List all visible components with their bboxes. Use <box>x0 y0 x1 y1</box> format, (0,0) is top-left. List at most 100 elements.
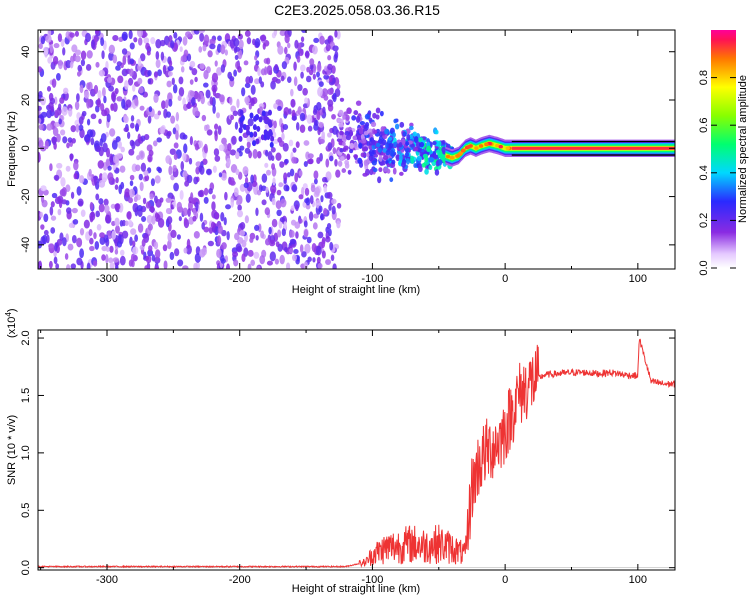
spectrogram-noise-cell <box>140 135 146 142</box>
spectrogram-noise-cell <box>310 184 316 193</box>
spectrogram-noise-cell <box>142 197 147 205</box>
spectrogram-noise-cell <box>267 109 272 116</box>
spectrogram-noise-cell <box>115 264 119 269</box>
spectrogram-noise-cell <box>317 263 323 269</box>
spectrogram-noise-cell <box>126 210 132 220</box>
spectrogram-noise-cell <box>246 136 253 143</box>
spectrogram-noise-cell <box>308 69 314 76</box>
spectrogram-noise-cell <box>323 95 329 101</box>
spectrogram-noise-cell <box>70 263 77 269</box>
spectrogram-noise-cell <box>300 36 305 43</box>
spectrogram-noise-cell <box>327 132 332 138</box>
spectrogram-noise-cell <box>86 262 91 269</box>
spectrogram-noise-cell <box>150 205 155 214</box>
spectrogram-signal-cell <box>419 151 424 158</box>
spectrogram-noise-cell <box>74 55 81 63</box>
snr-scale-prefix: (x10 <box>6 317 18 338</box>
spectrogram-signal-cell <box>345 114 350 121</box>
spectrogram-noise-cell <box>153 93 159 103</box>
spectrogram-noise-cell <box>312 257 316 263</box>
spectrogram-noise-cell <box>214 131 218 142</box>
spectrogram-noise-cell <box>137 37 143 46</box>
spectrogram-noise-cell <box>40 224 45 230</box>
spectrogram-signal-cell <box>416 155 422 161</box>
spectrogram-noise-cell <box>261 199 267 206</box>
spectrogram-noise-cell <box>153 71 159 78</box>
spectrogram-noise-cell <box>325 259 332 265</box>
spectrogram-signal-cell <box>342 134 348 141</box>
spectrogram-noise-cell <box>227 143 232 152</box>
spectrogram-signal-cell <box>355 100 362 106</box>
spectrogram-noise-cell <box>211 72 219 83</box>
spectrogram-signal-cell <box>338 109 344 117</box>
spectrogram-noise-cell <box>202 158 208 165</box>
spectrogram-noise-cell <box>256 190 262 196</box>
spectrogram-noise-cell <box>318 121 324 128</box>
spectrogram-noise-cell <box>56 72 61 81</box>
spectrogram-noise-cell <box>248 103 252 110</box>
spectrogram-noise-cell <box>108 85 114 92</box>
spectrogram-noise-cell <box>326 191 333 199</box>
spectrogram-noise-cell <box>94 240 100 250</box>
spectrogram-noise-cell <box>271 197 276 206</box>
spectrogram-noise-cell <box>307 153 314 159</box>
spectrogram-noise-cell <box>202 44 207 52</box>
spectrogram-noise-cell <box>134 123 140 132</box>
spectrogram-noise-cell <box>277 45 284 55</box>
spectrogram-noise-cell <box>317 231 324 239</box>
spectrogram-noise-cell <box>252 149 258 159</box>
spectrogram-noise-cell <box>169 251 175 261</box>
spectrogram-noise-cell <box>265 186 269 193</box>
spectrogram-noise-cell <box>311 242 317 253</box>
spectrogram-noise-cell <box>312 109 318 116</box>
spectrogram-noise-cell <box>216 67 223 76</box>
spectrogram-noise-cell <box>98 118 102 124</box>
spectrogram-signal-cell <box>363 131 369 136</box>
spectrogram-noise-cell <box>79 248 84 259</box>
spectrogram-noise-cell <box>324 39 330 45</box>
spectrogram-signal-cell <box>356 133 362 141</box>
spectrogram-signal-cell <box>342 141 346 147</box>
spectrogram-noise-cell <box>66 142 70 149</box>
spectrogram-noise-cell <box>275 99 282 105</box>
spectrogram-noise-cell <box>253 251 260 259</box>
spectrogram-noise-cell <box>250 174 254 184</box>
spectrogram-signal-cell <box>349 142 355 149</box>
spectrogram-noise-cell <box>263 115 268 122</box>
spectrogram-noise-cell <box>236 209 244 218</box>
spectrogram-noise-cell <box>203 34 210 45</box>
colorbar-label: Normalized spectral amplitude <box>737 75 749 223</box>
spectrogram-noise-cell <box>260 230 265 239</box>
spectrogram-noise-cell <box>323 184 328 193</box>
spectrogram-noise-cell <box>270 184 277 194</box>
spectrogram-noise-cell <box>140 53 146 62</box>
spectrogram-noise-cell <box>193 262 198 269</box>
spectrogram-noise-cell <box>301 251 307 258</box>
x-tick-label: -100 <box>361 574 383 586</box>
spectrogram-noise-cell <box>237 49 243 60</box>
spectrogram-noise-cell <box>155 50 160 60</box>
spectrogram-noise-cell <box>290 98 296 108</box>
spectrogram-noise-cell <box>189 60 196 68</box>
spectrogram-noise-cell <box>266 65 273 76</box>
spectrogram-noise-cell <box>314 119 319 126</box>
spectrogram-noise-cell <box>316 101 322 111</box>
spectrogram-noise-cell <box>73 161 79 171</box>
spectrogram-noise-cell <box>314 186 320 196</box>
spectrogram-noise-cell <box>277 105 282 112</box>
spectrogram-noise-cell <box>216 235 222 245</box>
colorbar-tick-label: 0.6 <box>698 118 710 133</box>
spectrogram-noise-cell <box>238 39 244 50</box>
spectrogram-noise-cell <box>220 258 226 264</box>
spectrogram-noise-cell <box>272 177 276 186</box>
spectrogram-signal-cell <box>405 141 410 146</box>
spectrogram-noise-cell <box>119 249 125 256</box>
snr-frame <box>37 329 676 571</box>
spectrogram-noise-cell <box>129 236 133 247</box>
spectrogram-noise-cell <box>329 155 334 162</box>
spectrogram-noise-cell <box>55 263 60 269</box>
spectrogram-noise-cell <box>336 202 342 209</box>
spectrogram-noise-cell <box>212 165 217 173</box>
spectrogram-noise-cell <box>44 140 49 150</box>
spectrogram-noise-cell <box>129 68 134 77</box>
